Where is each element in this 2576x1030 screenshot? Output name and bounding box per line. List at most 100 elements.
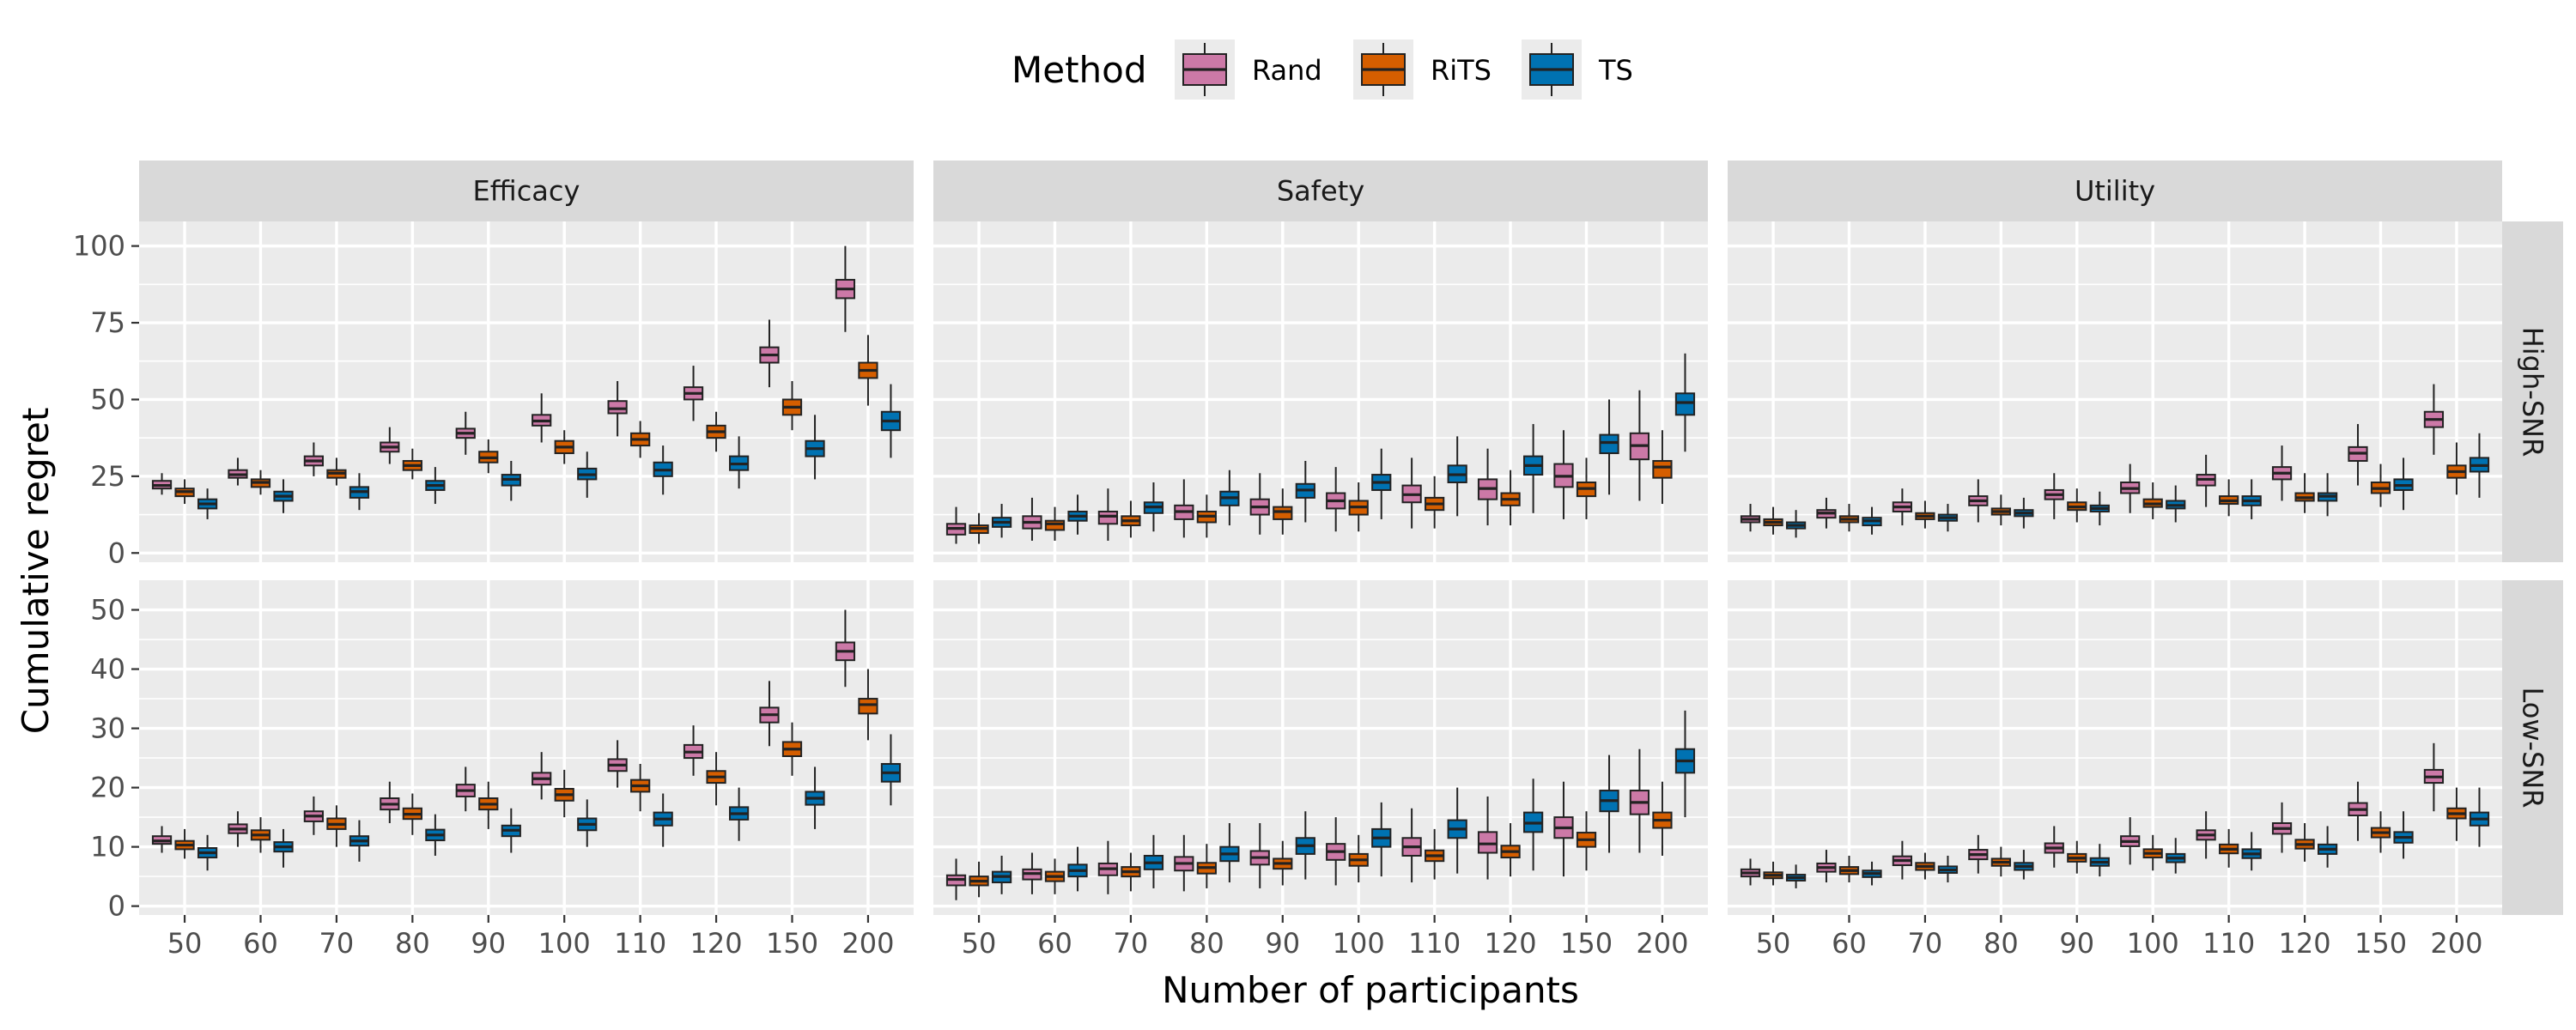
- box-rits-70: [326, 805, 347, 847]
- series-rand: [1740, 742, 2445, 886]
- box-rits-200: [1652, 781, 1673, 856]
- x-tick-label: 80: [1189, 927, 1224, 960]
- series-ts: [991, 353, 1696, 538]
- row-strip-background: [2502, 221, 2563, 562]
- box-rits-110: [1425, 476, 1445, 529]
- box-rits-60: [1838, 855, 1860, 883]
- box-body: [858, 698, 878, 715]
- series-ts: [1785, 787, 2490, 888]
- box-ts-70: [349, 473, 370, 511]
- column-strip-background: [933, 161, 1708, 221]
- box-ts-80: [425, 814, 446, 856]
- box-rand-50: [1740, 504, 1761, 532]
- x-tick-label: 150: [1560, 927, 1613, 960]
- box-rits-100: [2142, 482, 2163, 519]
- box-rand-60: [228, 811, 248, 847]
- series-ts: [991, 710, 1696, 894]
- box-ts-110: [1447, 787, 1467, 874]
- box-rand-150: [2348, 424, 2368, 486]
- box-ts-80: [1219, 823, 1240, 883]
- box-rand-90: [455, 411, 476, 455]
- box-rits-120: [706, 411, 726, 452]
- box-rits-200: [2446, 442, 2467, 495]
- box-ts-110: [2241, 832, 2262, 871]
- box-rand-80: [380, 427, 400, 464]
- box-rand-70: [1097, 840, 1119, 894]
- box-rand-70: [1892, 840, 1913, 880]
- box-rits-80: [402, 448, 422, 480]
- axes: 0 25 50 75 100 0 10 20 30 40 50 50 60 70 80 90 100 110 120…: [73, 230, 2483, 960]
- box-rand-200: [2423, 384, 2445, 455]
- box-rand-120: [2271, 445, 2293, 501]
- box-rand-80: [1174, 834, 1194, 892]
- box-ts-200: [1674, 353, 1696, 452]
- series-ts: [1785, 433, 2490, 538]
- x-tick-label: 110: [1408, 927, 1461, 960]
- x-tick-label: 100: [2127, 927, 2179, 960]
- box-rits-200: [858, 669, 878, 741]
- box-rits-110: [2219, 479, 2239, 517]
- box-rand-60: [228, 457, 248, 486]
- box-body: [1652, 459, 1673, 479]
- box-rits-120: [2294, 473, 2315, 513]
- box-ts-200: [2469, 787, 2490, 847]
- column-strip-background: [139, 161, 914, 221]
- y-tick-label: 50: [90, 594, 125, 627]
- box-ts-90: [2089, 491, 2110, 526]
- box-rand-120: [683, 725, 704, 776]
- panel-background: [1728, 221, 2502, 562]
- box-ts-90: [501, 460, 521, 501]
- box-ts-60: [273, 828, 294, 868]
- box-ts-50: [197, 488, 218, 519]
- x-tick-label: 60: [1832, 927, 1867, 960]
- row-strip-background: [2502, 580, 2563, 915]
- box-rits-100: [554, 430, 574, 464]
- y-axis-title: Cumulative regret: [15, 408, 57, 735]
- box-ts-120: [2317, 473, 2338, 517]
- x-tick-label: 50: [1756, 927, 1791, 960]
- column-strip-safety: Safety: [933, 161, 1708, 221]
- row-strip-label-low-snr: Low-SNR: [2517, 687, 2549, 808]
- box-rand-90: [455, 766, 476, 812]
- box-ts-60: [1067, 494, 1088, 535]
- x-tick-label: 100: [1333, 927, 1385, 960]
- panel-high-snr-safety: [933, 221, 1708, 562]
- x-tick-label: 80: [1984, 927, 2019, 960]
- box-rits-120: [1500, 470, 1521, 526]
- x-tick-label: 200: [2430, 927, 2482, 960]
- box-rits-90: [478, 439, 499, 474]
- box-rand-70: [1892, 488, 1913, 526]
- box-rits-150: [781, 380, 803, 431]
- box-rand-120: [683, 366, 704, 421]
- box-rand-70: [303, 796, 325, 835]
- box-ts-80: [2014, 850, 2034, 880]
- box-ts-100: [577, 451, 598, 498]
- box-rits-100: [1348, 834, 1369, 883]
- x-tick-label: 120: [690, 927, 743, 960]
- series-rand: [151, 245, 856, 495]
- box-rits-150: [2370, 464, 2391, 507]
- box-ts-50: [1785, 510, 1807, 538]
- box-rand-150: [759, 681, 780, 747]
- box-ts-120: [728, 436, 750, 489]
- x-tick-label: 200: [841, 927, 894, 960]
- box-ts-70: [1143, 834, 1164, 888]
- y-tick-label: 0: [108, 890, 125, 923]
- box-rand-110: [607, 380, 628, 437]
- box-ts-100: [1371, 448, 1392, 519]
- box-rits-90: [2067, 840, 2087, 874]
- box-rits-70: [1121, 852, 1141, 892]
- x-tick-label: 90: [471, 927, 506, 960]
- box-rand-150: [759, 319, 780, 388]
- box-rits-80: [402, 793, 422, 835]
- box-rand-90: [1249, 823, 1270, 888]
- box-rand-100: [1326, 817, 1346, 886]
- box-ts-60: [1067, 846, 1088, 892]
- box-rits-120: [2294, 823, 2315, 862]
- x-tick-label: 80: [395, 927, 430, 960]
- box-rand-110: [2196, 454, 2216, 507]
- box-rand-110: [1401, 457, 1422, 529]
- legend-entry-rits: RiTS: [1353, 39, 1492, 100]
- box-ts-70: [349, 820, 370, 862]
- x-tick-label: 70: [319, 927, 355, 960]
